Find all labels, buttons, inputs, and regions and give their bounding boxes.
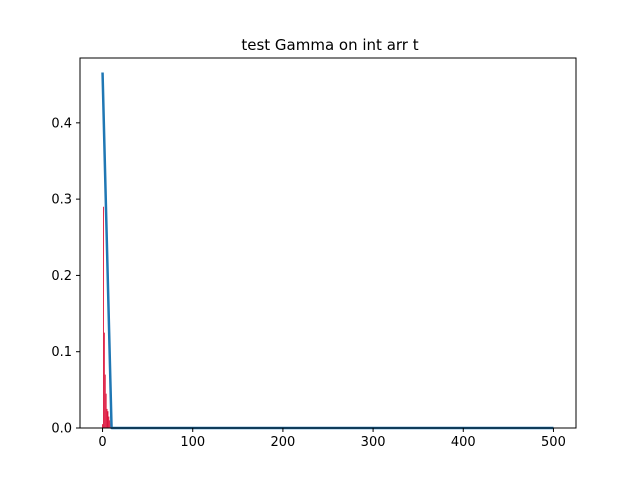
y-tick-label: 0.3 — [51, 193, 72, 208]
chart-title: test Gamma on int arr t — [241, 36, 418, 54]
bar-mark — [104, 374, 106, 428]
bar-mark — [102, 424, 103, 428]
bar-mark — [105, 393, 107, 428]
bar-mark — [106, 408, 108, 428]
bar-mark — [109, 420, 111, 428]
bar-mark — [103, 332, 105, 428]
y-tick-label: 0.2 — [51, 269, 72, 284]
x-tick-label: 100 — [180, 435, 205, 450]
plot-area — [101, 72, 554, 430]
x-tick-label: 0 — [98, 435, 106, 450]
y-tick-label: 0.4 — [51, 116, 72, 131]
x-tick-label: 200 — [270, 435, 295, 450]
x-tick-label: 300 — [361, 435, 386, 450]
line-series — [101, 72, 554, 430]
x-tick-label: 400 — [451, 435, 476, 450]
y-axis: 0.0 0.1 0.2 0.3 0.4 — [51, 116, 80, 437]
x-axis: 0 100 200 300 400 500 — [98, 428, 566, 450]
bar-mark — [102, 206, 104, 428]
y-tick-label: 0.0 — [51, 422, 72, 437]
y-tick-label: 0.1 — [51, 345, 72, 360]
x-tick-label: 500 — [541, 435, 566, 450]
bar-mark — [107, 411, 109, 428]
bar-mark — [108, 416, 110, 428]
axes-frame — [79, 57, 577, 429]
